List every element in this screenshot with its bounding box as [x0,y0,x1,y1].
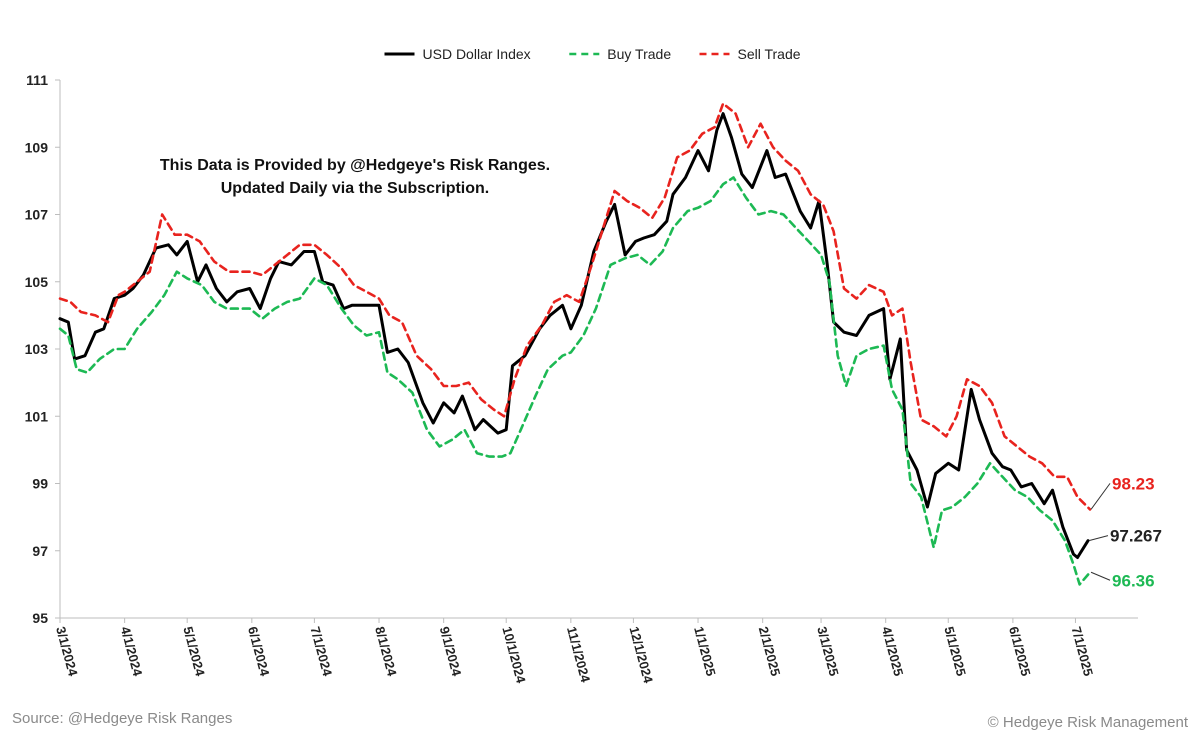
x-tick-label: 11/1/2024 [564,625,593,685]
x-tick-label: 6/1/2024 [245,625,273,679]
end-value-buy-trade: 96.36 [1112,571,1155,590]
x-tick-label: 5/1/2024 [180,625,208,679]
x-tick-label: 12/1/2024 [627,625,657,685]
x-tick-label: 4/1/2024 [118,625,146,679]
buy-trade-line [58,176,1092,586]
x-tick-label: 7/1/2025 [1069,625,1097,678]
y-tick-label: 95 [32,610,48,626]
x-tick-label: 3/1/2024 [53,625,81,679]
legend-item-sell-trade: Sell Trade [699,46,801,62]
y-tick-label: 101 [25,408,49,424]
y-tick-label: 107 [25,207,49,223]
x-tick-label: 5/1/2025 [941,625,969,678]
end-label-leader [1088,535,1109,542]
y-tick-label: 103 [25,341,49,357]
end-value-sell-trade: 98.23 [1112,474,1155,493]
y-tick-label: 105 [25,274,49,290]
x-tick-label: 7/1/2024 [307,625,335,679]
end-labels: 98.23 97.267 96.36 [1088,474,1162,590]
x-tick-label: 4/1/2025 [879,625,907,678]
end-label-leader [1090,483,1111,510]
legend-label: Sell Trade [738,46,801,62]
x-tick-label: 10/1/2024 [499,625,529,685]
legend-label: Buy Trade [607,46,671,62]
legend-item-usd-dollar-index: USD Dollar Index [384,46,531,62]
series-group [58,102,1092,586]
chart-annotation-line-2: Updated Daily via the Subscription. [221,180,490,197]
y-tick-label: 109 [25,139,49,155]
legend: USD Dollar Index Buy Trade Sell Trade [384,46,801,62]
x-tick-label: 6/1/2025 [1006,625,1034,678]
legend-label: USD Dollar Index [423,46,531,62]
y-tick-label: 111 [26,72,48,88]
end-label-leader [1090,571,1111,581]
x-tick-label: 2/1/2025 [756,625,784,678]
usd-dollar-index-line [58,112,1090,559]
x-tick-label: 1/1/2025 [691,625,719,678]
legend-item-buy-trade: Buy Trade [569,46,671,62]
sell-trade-line [58,102,1092,511]
y-tick-label: 97 [32,543,48,559]
copyright-note: © Hedgeye Risk Management [987,714,1188,731]
x-tick-label: 9/1/2024 [437,625,465,679]
y-tick-label: 99 [32,476,48,492]
end-value-usd-dollar-index: 97.267 [1110,527,1162,546]
chart-annotation-line-1: This Data is Provided by @Hedgeye's Risk… [160,157,550,174]
source-note: Source: @Hedgeye Risk Ranges [12,710,233,727]
x-tick-label: 3/1/2025 [814,625,842,678]
x-tick-label: 8/1/2024 [372,625,400,679]
